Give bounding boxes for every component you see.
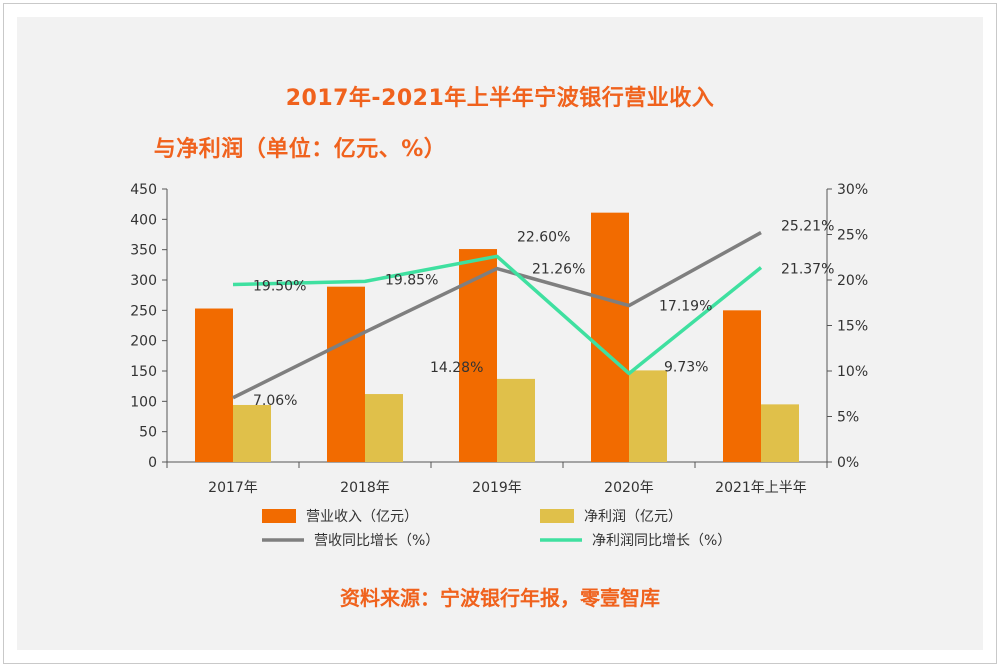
y-left-tick-label: 450 [130, 182, 157, 198]
y-left-tick-label: 300 [130, 273, 157, 289]
chart-panel [17, 17, 983, 650]
profit-bar [365, 394, 403, 462]
revenue-growth-label: 17.19% [659, 299, 712, 315]
y-right-tick-label: 5% [837, 410, 859, 426]
legend-label: 净利润（亿元） [584, 509, 682, 525]
legend-swatch [540, 509, 574, 523]
revenue-growth-label: 7.06% [253, 393, 297, 409]
y-right-tick-label: 10% [837, 364, 868, 380]
legend-swatch [262, 509, 296, 523]
profit-growth-line [232, 254, 763, 376]
y-left-tick-label: 250 [130, 303, 157, 319]
revenue-growth-label: 21.26% [532, 262, 585, 278]
revenue-growth-line [232, 231, 762, 400]
legend-label: 净利润同比增长（%） [592, 533, 731, 549]
revenue-bar [591, 212, 629, 462]
x-tick-label: 2021年上半年 [715, 480, 807, 496]
profit-growth-label: 22.60% [517, 229, 570, 245]
revenue-growth-label: 25.21% [781, 219, 834, 235]
y-left-tick-label: 400 [130, 212, 157, 228]
source-note: 资料来源：宁波银行年报，零壹智库 [340, 586, 660, 610]
profit-growth-label: 9.73% [664, 359, 708, 375]
x-tick-label: 2017年 [208, 480, 258, 496]
y-left-tick-label: 150 [130, 364, 157, 380]
revenue-bar [459, 249, 497, 462]
profit-bar [629, 370, 667, 462]
revenue-growth-label: 14.28% [430, 360, 483, 376]
y-right-tick-label: 25% [837, 228, 868, 244]
x-tick-label: 2019年 [472, 480, 522, 496]
y-left-tick-label: 200 [130, 334, 157, 350]
line-series [232, 231, 763, 400]
chart-title-line2: 与净利润（单位：亿元、%） [153, 137, 447, 162]
y-right-tick-label: 20% [837, 273, 868, 289]
x-tick-label: 2020年 [604, 480, 654, 496]
revenue-bar [195, 308, 233, 462]
data-labels: 7.06% 14.28% 21.26% 17.19% 25.21% 19.50% 19.85… [253, 219, 834, 409]
revenue-bar [327, 286, 365, 462]
profit-bar [761, 404, 799, 462]
profit-growth-label: 21.37% [781, 262, 834, 278]
chart-axes: 0 50 100 150 200 250 300 350 400 450 0% 5% 10% 15% 20%… [130, 182, 868, 496]
y-right-tick-label: 15% [837, 319, 868, 335]
profit-growth-label: 19.50% [253, 279, 306, 295]
bar-series [195, 212, 799, 462]
y-left-tick-label: 100 [130, 394, 157, 410]
chart-legend: 营业收入（亿元） 净利润（亿元） 营收同比增长（%） 净利润同比增长（%） [262, 509, 731, 549]
revenue-bar [723, 310, 761, 462]
profit-growth-label: 19.85% [385, 272, 438, 288]
y-left-tick-label: 50 [139, 425, 157, 441]
legend-label: 营收同比增长（%） [314, 533, 439, 549]
chart-title-line1: 2017年-2021年上半年宁波银行营业收入 [285, 86, 715, 111]
y-left-tick-label: 0 [148, 455, 157, 471]
y-right-tick-label: 30% [837, 182, 868, 198]
y-left-tick-label: 350 [130, 243, 157, 259]
profit-bar [497, 378, 535, 462]
x-tick-label: 2018年 [340, 480, 390, 496]
legend-label: 营业收入（亿元） [306, 509, 418, 525]
y-right-tick-label: 0% [837, 455, 859, 471]
profit-bar [233, 404, 271, 462]
